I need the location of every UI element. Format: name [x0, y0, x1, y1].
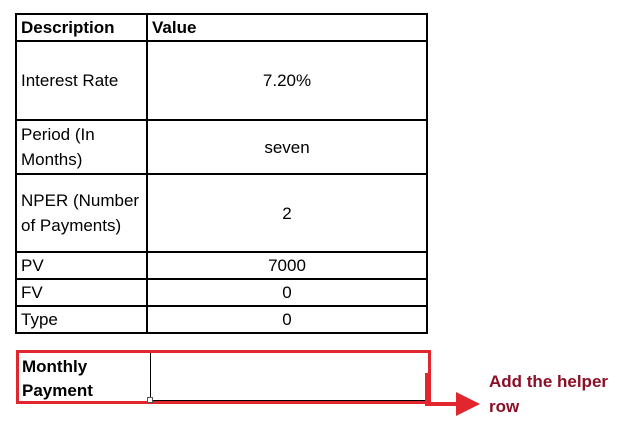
cell-divider [150, 353, 151, 401]
data-table: Description Value Interest Rate 7.20% Pe… [15, 13, 428, 334]
table-row-period: Period (In Months) seven [15, 119, 428, 175]
description-cell[interactable]: FV [15, 278, 148, 307]
table-header-row: Description Value [15, 13, 428, 42]
description-cell[interactable]: Period (In Months) [15, 119, 148, 175]
table-row-nper: NPER (Number of Payments) 2 [15, 173, 428, 253]
value-cell[interactable]: 7000 [146, 251, 428, 280]
arrow-connector-line [425, 373, 428, 405]
fill-handle-icon[interactable] [147, 397, 153, 403]
value-cell[interactable]: 0 [146, 305, 428, 334]
table-row-type: Type 0 [15, 305, 428, 334]
header-value-cell[interactable]: Value [146, 13, 428, 42]
table-row-fv: FV 0 [15, 278, 428, 307]
value-cell[interactable]: 2 [146, 173, 428, 253]
description-cell[interactable]: Interest Rate [15, 40, 148, 121]
monthly-payment-label-cell[interactable]: Monthly Payment [22, 357, 93, 400]
description-cell[interactable]: Type [15, 305, 148, 334]
arrow-right-icon [456, 392, 480, 416]
header-description-cell[interactable]: Description [15, 13, 148, 42]
callout-text: Add the helper row [489, 372, 609, 416]
description-cell[interactable]: NPER (Number of Payments) [15, 173, 148, 253]
arrow-shaft [425, 402, 458, 406]
cell-bottom-border [150, 400, 428, 401]
value-cell[interactable]: 7.20% [146, 40, 428, 121]
value-cell[interactable]: 0 [146, 278, 428, 307]
table-row-pv: PV 7000 [15, 251, 428, 280]
value-cell[interactable]: seven [146, 119, 428, 175]
helper-row-highlight: Monthly Payment [16, 350, 431, 404]
table-row-interest-rate: Interest Rate 7.20% [15, 40, 428, 121]
description-cell[interactable]: PV [15, 251, 148, 280]
